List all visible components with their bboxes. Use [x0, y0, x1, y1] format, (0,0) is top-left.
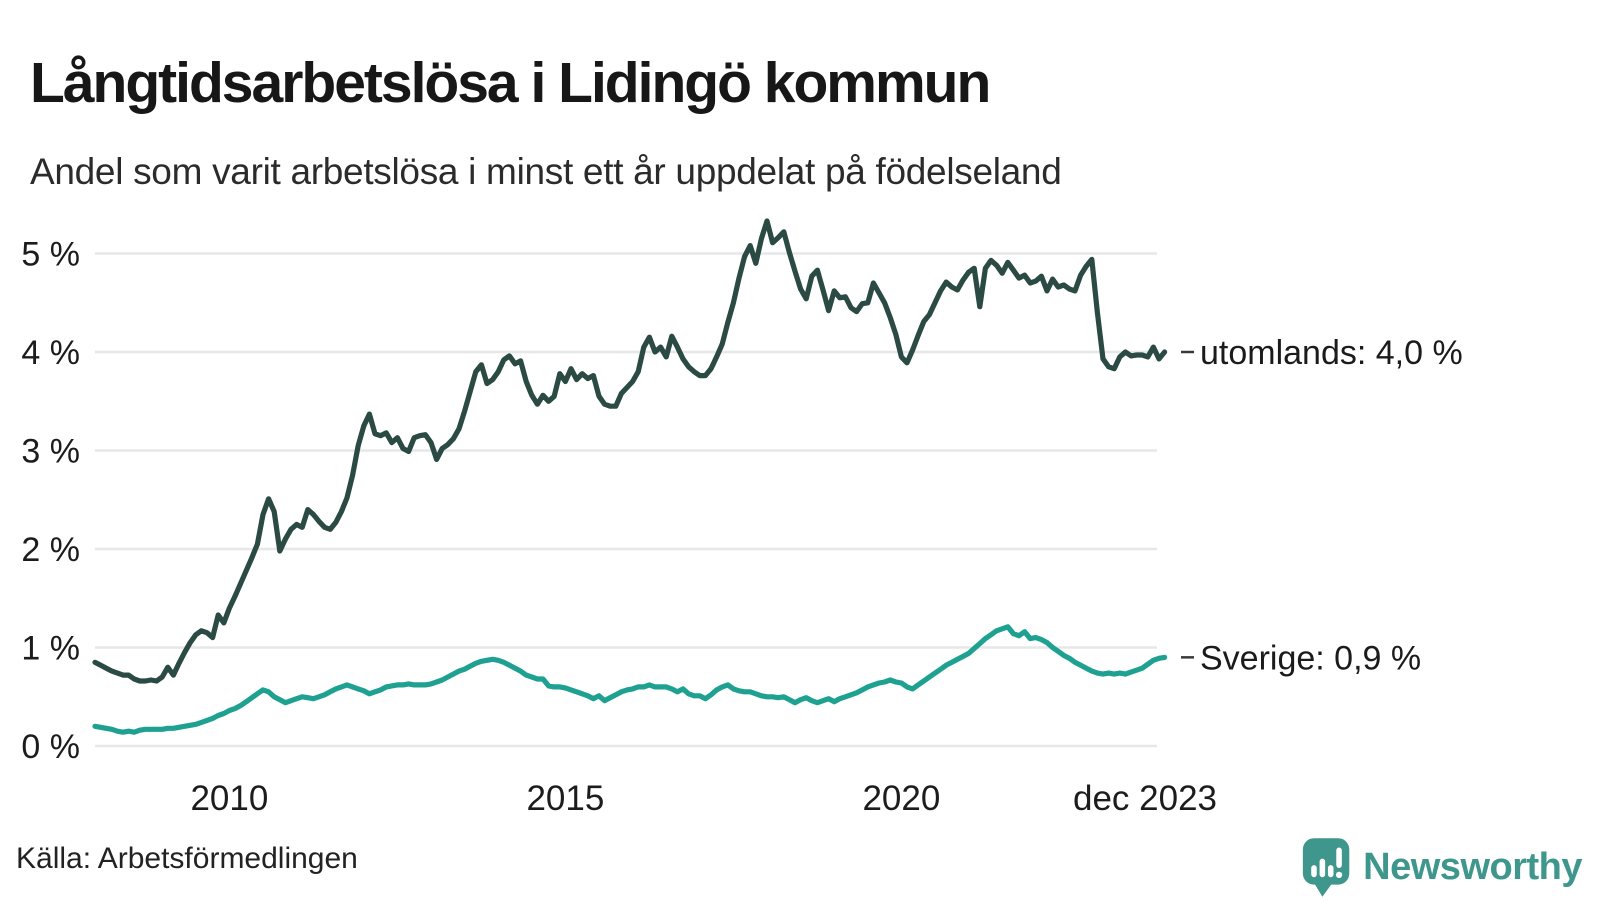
newsworthy-logo: Newsworthy	[1301, 836, 1582, 898]
chart-subtitle: Andel som varit arbetslösa i minst ett å…	[30, 151, 1062, 192]
x-axis-tick-label: 2020	[862, 779, 940, 818]
source-note: Källa: Arbetsförmedlingen	[16, 842, 358, 875]
x-axis-tick-label: 2015	[526, 779, 604, 818]
sverige-end-label: Sverige: 0,9 %	[1200, 639, 1421, 677]
chart-title: Långtidsarbetslösa i Lidingö kommun	[30, 51, 991, 116]
brand-name: Newsworthy	[1363, 845, 1582, 888]
y-axis-tick-label: 4 %	[21, 334, 80, 372]
utomlands-line	[92, 218, 1168, 684]
newsworthy-bubble-chart-icon	[1303, 838, 1350, 897]
y-axis-tick-label: 5 %	[21, 235, 80, 273]
y-axis-tick-label: 1 %	[21, 629, 80, 667]
x-axis-tick-label: dec 2023	[1073, 779, 1217, 818]
utomlands-end-label: utomlands: 4,0 %	[1200, 334, 1463, 372]
x-axis-tick-label: 2010	[190, 779, 268, 818]
sverige-line	[92, 624, 1168, 735]
y-axis-tick-label: 2 %	[21, 531, 80, 569]
y-axis-tick-label: 0 %	[21, 728, 80, 766]
y-axis-tick-label: 3 %	[21, 432, 80, 470]
